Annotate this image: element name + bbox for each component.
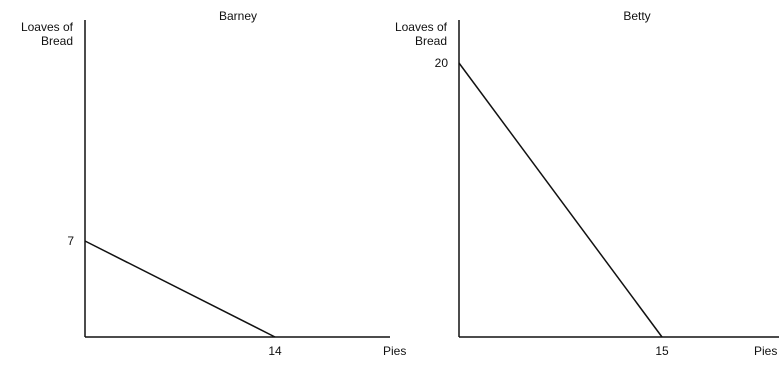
y-axis-label-line-1: Loaves of	[395, 20, 448, 34]
x-axis-label: Pies	[383, 344, 406, 358]
x-tick-label: 14	[268, 344, 282, 358]
series-lines	[84, 240, 276, 338]
y-tick-label: 20	[435, 56, 449, 70]
chart-panel-barney: Barney Loaves of Bread Pies 14 7	[21, 9, 406, 358]
y-tick-label: 7	[67, 234, 74, 248]
series-line-segment	[458, 62, 663, 338]
x-tick-label: 15	[655, 344, 669, 358]
x-axis-label: Pies	[754, 344, 777, 358]
chart-panel-betty: Betty Loaves of Bread Pies 15 20	[395, 9, 779, 358]
x-tick-labels: 14	[268, 344, 282, 358]
series-line-segment	[84, 240, 276, 338]
chart-title: Betty	[623, 9, 650, 23]
y-axis-label-line-2: Bread	[41, 34, 73, 48]
x-tick-labels: 15	[655, 344, 669, 358]
series-lines	[458, 62, 663, 338]
y-axis-label-line-1: Loaves of	[21, 20, 74, 34]
chart-title: Barney	[219, 9, 257, 23]
y-tick-labels: 7	[67, 234, 74, 248]
y-axis-label-line-2: Bread	[415, 34, 447, 48]
y-tick-labels: 20	[435, 56, 449, 70]
